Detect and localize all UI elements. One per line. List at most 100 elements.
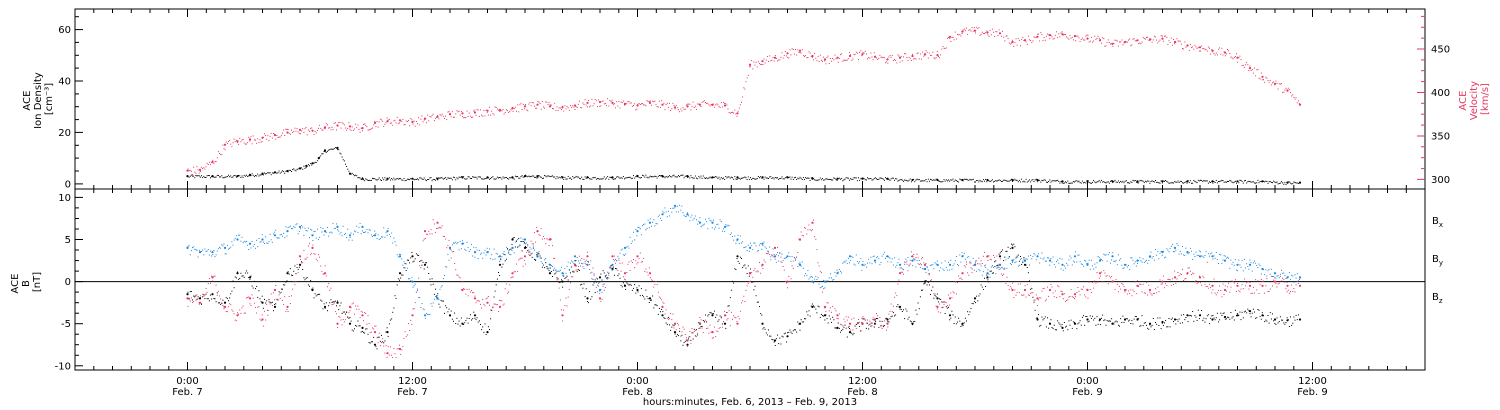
density-dot — [897, 180, 899, 182]
velocity-dot — [1106, 41, 1108, 43]
by-dot — [822, 285, 823, 287]
bz-dot — [411, 324, 413, 325]
bz-point — [211, 276, 214, 279]
by-dot — [279, 234, 281, 236]
by-dot — [662, 210, 664, 212]
by-dot — [705, 218, 706, 220]
velocity-dot — [932, 51, 934, 53]
density-dot — [809, 180, 811, 181]
density-dot — [323, 151, 325, 152]
density-dot — [804, 178, 805, 180]
velocity-dot — [1063, 33, 1065, 35]
velocity-dot — [324, 128, 326, 130]
bz-dot — [837, 318, 839, 320]
bz-dot — [1125, 289, 1127, 291]
bx-dot — [565, 276, 567, 278]
by-dot — [747, 244, 749, 246]
bx-dot — [409, 262, 411, 264]
bz-dot — [615, 262, 616, 264]
density-dot — [745, 177, 747, 179]
velocity-dot — [811, 56, 813, 58]
density-dot — [241, 175, 243, 177]
bx-dot — [726, 312, 728, 313]
bx-dot — [457, 323, 459, 325]
bz-dot — [972, 264, 974, 266]
bz-dot — [755, 271, 757, 273]
velocity-dot — [607, 98, 609, 100]
bx-point — [361, 326, 364, 329]
bx-dot — [283, 284, 285, 286]
velocity-dot — [228, 141, 229, 142]
density-dot — [835, 179, 837, 181]
bz-dot — [703, 321, 705, 323]
density-dot — [982, 179, 984, 181]
bx-dot — [1192, 311, 1194, 312]
by-dot — [727, 224, 729, 226]
velocity-dot — [851, 59, 853, 61]
bx-dot — [1060, 325, 1062, 327]
velocity-point — [373, 121, 377, 124]
density-dot — [1238, 182, 1240, 184]
density-dot — [653, 176, 655, 178]
by-dot — [702, 224, 704, 226]
density-dot — [771, 178, 773, 179]
velocity-dot — [748, 66, 750, 68]
bz-point — [1298, 284, 1302, 287]
bz-dot — [462, 281, 463, 283]
bz-dot — [909, 263, 911, 265]
bx-dot — [1291, 324, 1293, 326]
velocity-dot — [824, 60, 826, 62]
bx-dot — [340, 302, 342, 304]
velocity-dot — [383, 126, 385, 127]
density-dot — [1171, 182, 1173, 184]
bx-dot — [1121, 321, 1123, 323]
velocity-dot — [707, 102, 709, 104]
density-dot — [381, 180, 382, 181]
bx-dot — [918, 308, 920, 310]
bz-dot — [1020, 283, 1021, 285]
bz-dot — [1030, 292, 1032, 294]
velocity-dot — [246, 143, 247, 145]
density-dot — [1250, 181, 1252, 183]
bz-dot — [1245, 285, 1246, 287]
density-dot — [665, 176, 667, 177]
velocity-dot — [701, 101, 703, 103]
bx-dot — [468, 318, 470, 319]
density-dot — [408, 178, 409, 180]
bz-dot — [450, 257, 452, 259]
bx-dot — [195, 295, 197, 297]
velocity-dot — [489, 106, 490, 108]
density-dot — [485, 177, 487, 179]
by-dot — [559, 269, 561, 271]
by-dot — [527, 244, 529, 245]
density-dot — [259, 174, 261, 176]
density-dot — [811, 177, 813, 179]
velocity-dot — [387, 119, 389, 121]
velocity-dot — [662, 104, 664, 105]
velocity-dot — [894, 59, 895, 60]
density-dot — [864, 179, 866, 181]
bx-dot — [778, 343, 780, 345]
density-dot — [454, 177, 456, 179]
velocity-dot — [343, 124, 345, 126]
density-dot — [1249, 181, 1251, 182]
density-dot — [584, 176, 586, 178]
velocity-dot — [1085, 35, 1087, 37]
density-dot — [645, 174, 647, 176]
velocity-dot — [1155, 36, 1156, 38]
bz-dot — [253, 302, 255, 304]
bx-dot — [490, 318, 492, 320]
density-dot — [633, 175, 634, 177]
bx-dot — [1189, 314, 1191, 316]
bz-dot — [671, 319, 673, 321]
bx-dot — [1164, 322, 1165, 324]
by-dot — [532, 245, 534, 247]
by-dot — [793, 256, 795, 258]
velocity-point — [948, 35, 952, 38]
velocity-dot — [679, 111, 681, 113]
by-dot — [409, 278, 411, 280]
density-dot — [295, 170, 297, 172]
bx-dot — [877, 318, 879, 320]
bz-dot — [1286, 291, 1288, 293]
density-dot — [856, 180, 858, 182]
